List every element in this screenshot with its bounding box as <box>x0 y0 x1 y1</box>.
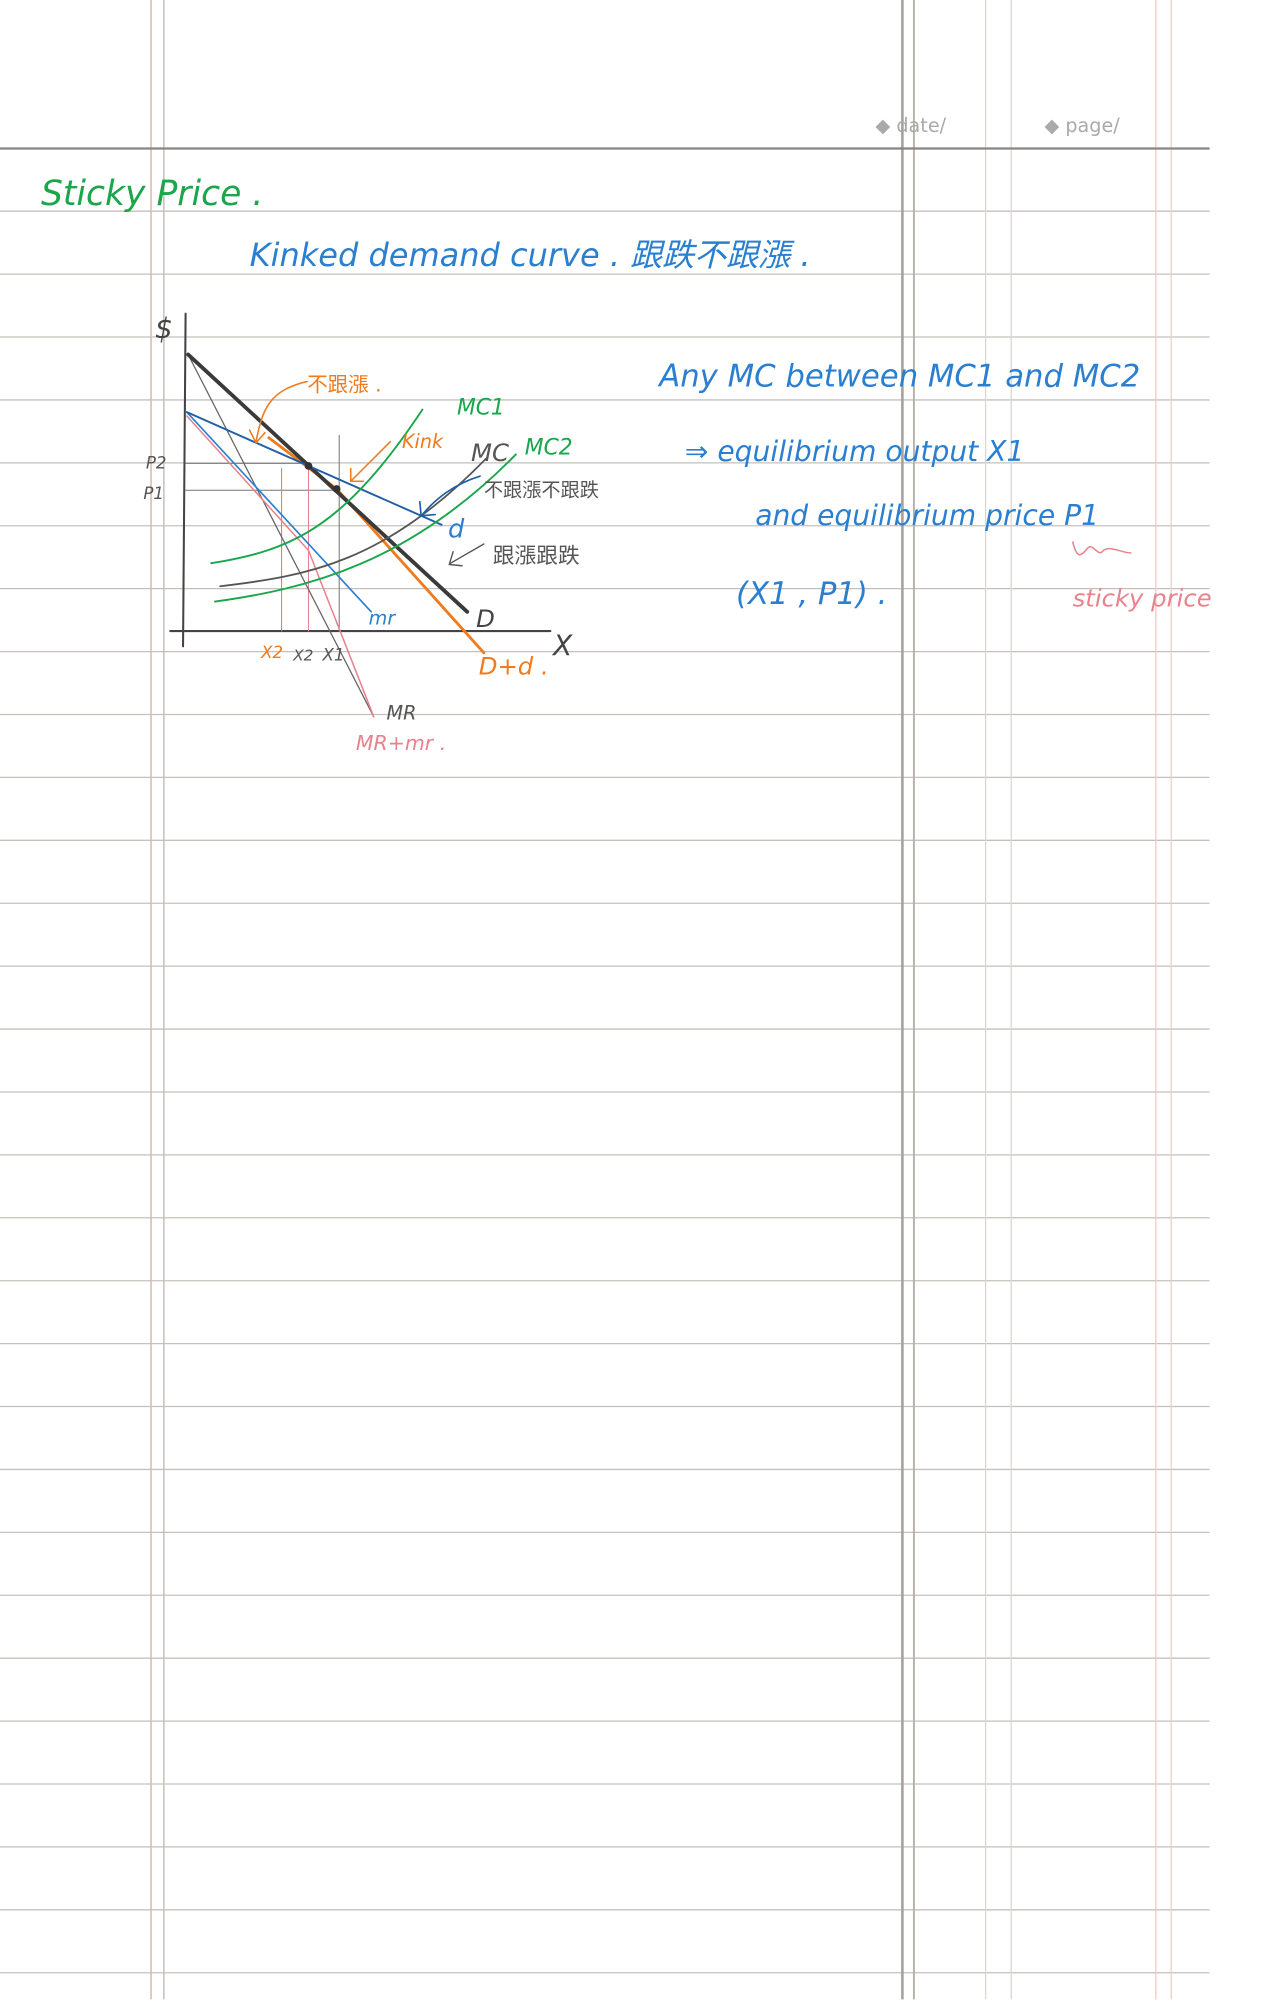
x-axis-label: X <box>551 629 573 662</box>
equilibrium-point <box>332 485 341 493</box>
mr-label: mr <box>369 607 397 630</box>
y-axis-label: $ <box>155 312 173 345</box>
MR-label: MR <box>387 701 417 724</box>
subtitle: Kinked demand curve . 跟跌不跟漲 . <box>250 236 811 274</box>
note-line-1: Any MC between MC1 and MC2 <box>657 359 1140 395</box>
x2-orange-label: X2 <box>260 643 283 662</box>
D-label: D <box>476 604 495 633</box>
follow-both-label: 跟漲跟跌 <box>493 544 580 569</box>
no-follow-both-label: 不跟漲不跟跌 <box>484 479 599 502</box>
MC2-label: MC2 <box>525 435 573 460</box>
kinked-demand-diagram <box>169 312 552 718</box>
y-axis <box>182 312 187 648</box>
notes: Any MC between MC1 and MC2 ⇒ equilibrium… <box>657 359 1211 613</box>
mr-plus-mr-line <box>186 415 375 718</box>
MC1-label: MC1 <box>457 396 505 421</box>
margin-lines <box>0 0 1210 2000</box>
page-title: Sticky Price . <box>41 174 263 214</box>
MC-label: MC <box>471 438 509 467</box>
ruled-lines <box>0 210 1210 1974</box>
diagram-labels: $ X P2 P1 X2 X2 X1 D D+d . d mr MR MR+mr… <box>143 312 599 755</box>
mc-curve <box>219 457 488 588</box>
date-label: ◆ date/ <box>876 114 947 137</box>
arrow-no-follow-both <box>419 475 481 517</box>
note-line-4: (X1 , P1) . <box>736 576 887 612</box>
kink-label: Kink <box>402 430 444 453</box>
arrow-no-follow-rise <box>248 380 308 445</box>
arrow-follow-both <box>448 543 485 567</box>
d-line <box>185 411 443 526</box>
squiggle-underline <box>1071 541 1132 556</box>
x1-label: X1 <box>322 645 345 664</box>
note-line-2: ⇒ equilibrium output X1 <box>685 435 1025 468</box>
mr-gray-line <box>187 353 375 718</box>
arrow-kink <box>349 440 392 483</box>
page-label: ◆ page/ <box>1044 114 1120 137</box>
kink-point <box>304 462 313 470</box>
D-plus-d-label: D+d . <box>479 652 549 681</box>
p1-label: P1 <box>143 484 164 503</box>
mc2-curve <box>214 453 517 603</box>
no-follow-rise-label: 不跟漲 . <box>307 373 381 397</box>
mr-blue-line <box>186 411 373 613</box>
d-label: d <box>448 515 465 545</box>
p2-label: P2 <box>146 453 167 472</box>
x2-label: X2 <box>292 646 313 664</box>
MR-plus-mr-label: MR+mr . <box>356 731 446 755</box>
side-note-sticky-price: sticky price <box>1073 584 1212 613</box>
note-line-3: and equilibrium price P1 <box>755 499 1099 532</box>
mc1-curve <box>210 408 424 565</box>
D-line <box>186 352 470 614</box>
